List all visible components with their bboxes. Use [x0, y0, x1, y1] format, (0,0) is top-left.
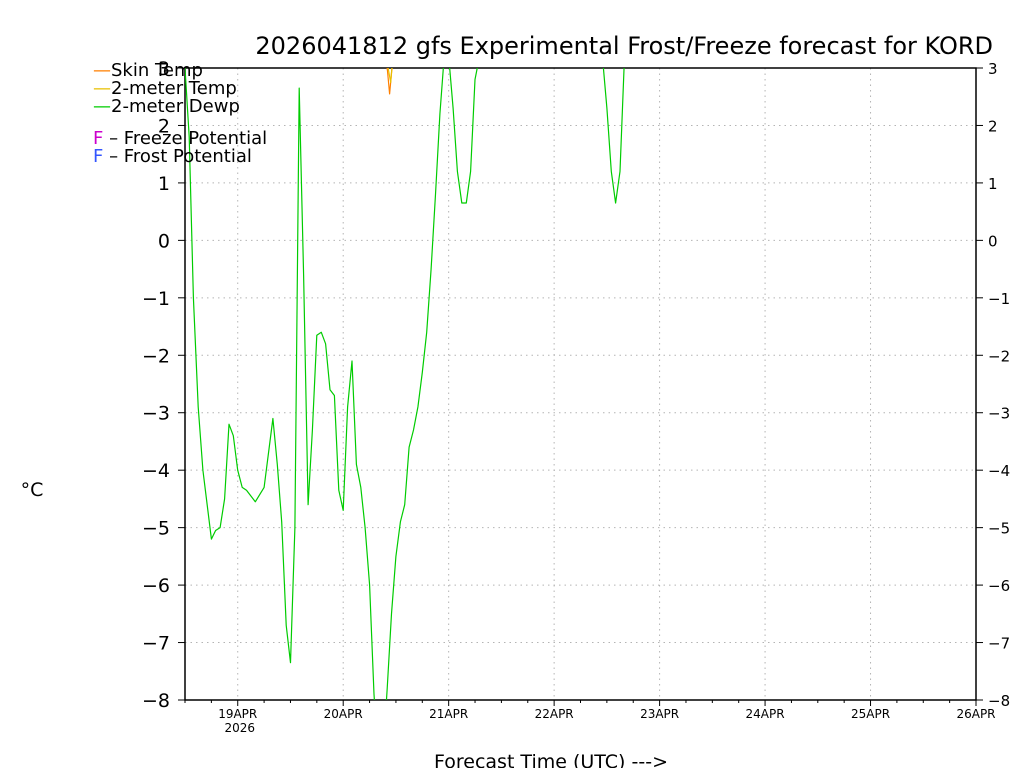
y-tick-label-right: −3: [988, 405, 1010, 423]
y-axis-right: 3 2 1 0 −1 −2 −3 −4 −5 −6 −7 −8: [976, 60, 1010, 710]
y-tick-label-left: −4: [142, 460, 170, 482]
y-tick-label-right: 0: [988, 232, 998, 250]
y-tick-label-left: 2: [158, 115, 170, 137]
y-tick-label-right: −6: [988, 577, 1010, 595]
y-tick-label-left: −2: [142, 345, 170, 367]
series-line-2-meter-dewp: [185, 68, 625, 700]
y-tick-label-right: −8: [988, 692, 1010, 710]
y-axis-left: 3 2 1 0 −1 −2 −3 −4 −5 −6 −7 −8: [142, 58, 185, 712]
y-tick-label-right: −2: [988, 347, 1010, 365]
potential-letter: F: [93, 146, 103, 167]
legend-label: Skin Temp: [111, 60, 203, 81]
y-tick-label-left: −5: [142, 518, 170, 540]
potential-entry: F – Freeze Potential: [93, 128, 267, 149]
x-tick-label: 19APR: [218, 707, 257, 721]
x-tick-label: 23APR: [640, 707, 679, 721]
legend-entry: —2-meter Dewp: [93, 96, 240, 117]
legend-label: 2-meter Temp: [111, 78, 237, 99]
y-tick-label-left: −8: [142, 690, 170, 712]
series-line-2-meter-temp: [387, 68, 393, 84]
x-tick-label: 22APR: [535, 707, 574, 721]
legend-swatch: —: [93, 96, 111, 117]
y-tick-label-left: 3: [158, 58, 170, 80]
x-axis-label: Forecast Time (UTC) --->: [434, 751, 668, 768]
legend-swatch: —: [93, 60, 111, 81]
y-tick-label-right: 2: [988, 117, 998, 135]
x-tick-sublabel: 2026: [224, 721, 255, 735]
x-tick-label: 26APR: [956, 707, 995, 721]
x-tick-label: 21APR: [429, 707, 468, 721]
grid-lines: [185, 68, 976, 700]
series-line-skin-temp: [386, 68, 393, 95]
legend-entry: —Skin Temp: [93, 60, 203, 81]
potential-letter: F: [93, 128, 103, 149]
chart-title: 2026041812 gfs Experimental Frost/Freeze…: [255, 32, 993, 60]
y-tick-label-left: −1: [142, 288, 170, 310]
y-tick-label-right: 3: [988, 60, 998, 78]
x-tick-label: 20APR: [324, 707, 363, 721]
y-tick-label-right: −7: [988, 635, 1010, 653]
y-tick-label-left: 0: [158, 230, 170, 252]
potential-entry: F – Frost Potential: [93, 146, 252, 167]
legend-swatch: —: [93, 78, 111, 99]
series-lines: [185, 68, 625, 700]
y-tick-label-left: −6: [142, 575, 170, 597]
y-tick-label-right: −5: [988, 520, 1010, 538]
legend-label: 2-meter Dewp: [111, 96, 240, 117]
x-tick-label: 24APR: [746, 707, 785, 721]
y-tick-label-left: −7: [142, 633, 170, 655]
plot-frame: [184, 67, 977, 701]
legend-entry: —2-meter Temp: [93, 78, 237, 99]
y-tick-label-right: 1: [988, 175, 998, 193]
y-tick-label-right: −1: [988, 290, 1010, 308]
y-tick-label-left: −3: [142, 403, 170, 425]
y-tick-label-right: −4: [988, 462, 1010, 480]
y-tick-label-left: 1: [158, 173, 170, 195]
x-tick-label: 25APR: [851, 707, 890, 721]
potential-label: – Freeze Potential: [103, 128, 267, 149]
potential-label: – Frost Potential: [103, 146, 252, 167]
y-axis-label: °C: [21, 479, 44, 501]
